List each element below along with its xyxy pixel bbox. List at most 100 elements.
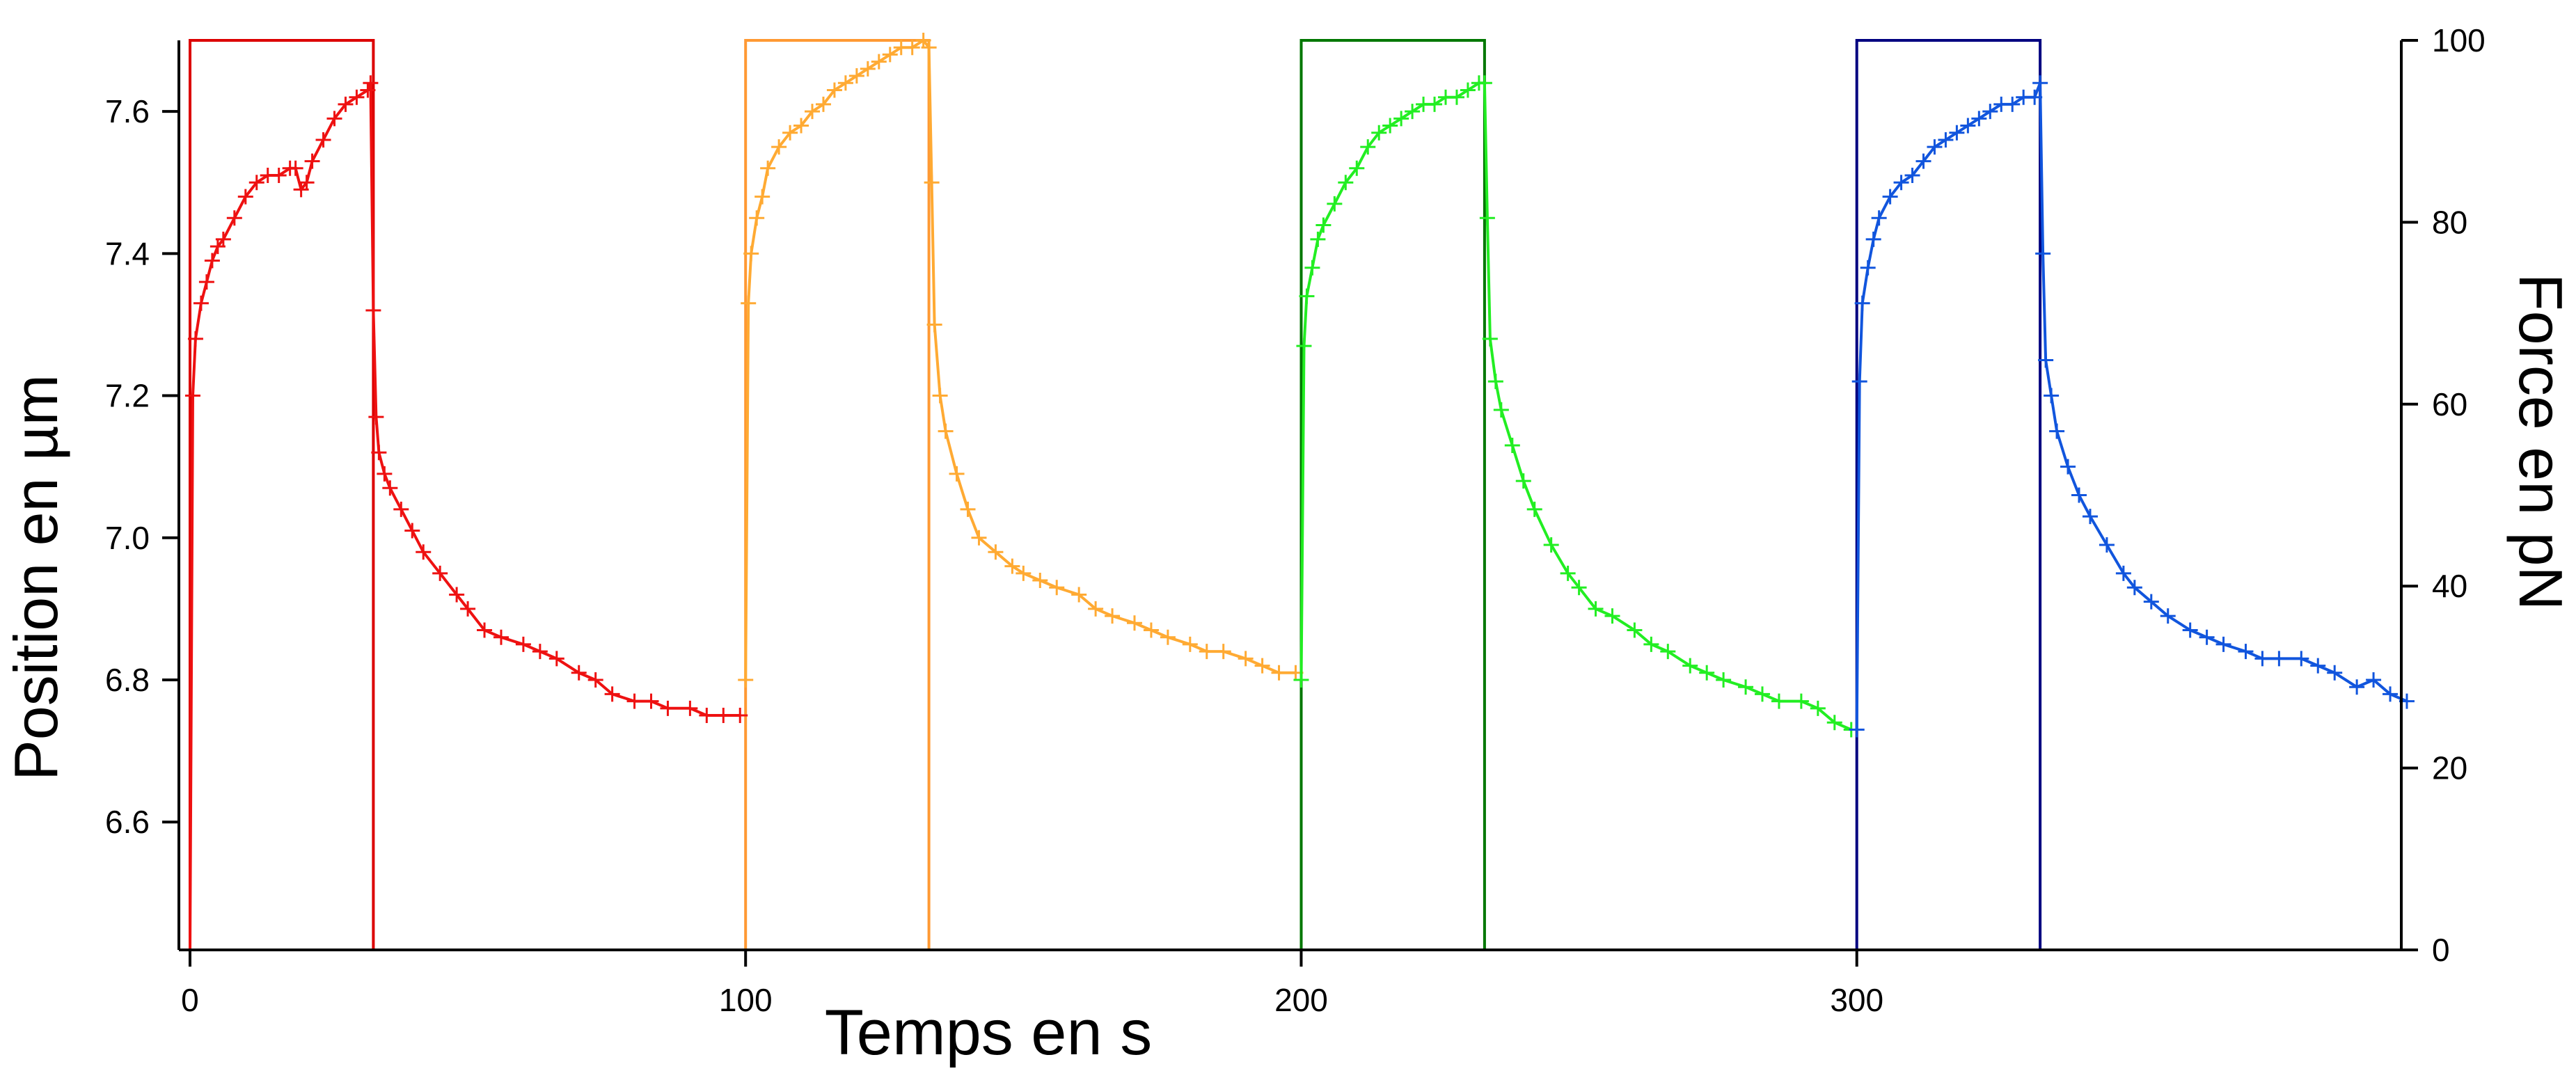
position-point [368, 409, 384, 425]
ticks-layer: 0 100 200 300 6.6 6.8 7.0 7.2 7.4 7.6 0 20 40 60 80 100 [105, 22, 2486, 1018]
position-point [2366, 672, 2382, 688]
position-point [349, 89, 365, 105]
y-left-tick-label: 6.6 [105, 804, 150, 840]
position-point [1088, 601, 1104, 617]
position-point [1427, 96, 1443, 112]
position-point [716, 708, 732, 724]
x-tick-label: 0 [181, 982, 199, 1018]
position-point [2071, 487, 2087, 503]
position-point [1293, 672, 1309, 688]
position-point [971, 530, 987, 546]
position-point [604, 686, 620, 702]
position-point [924, 175, 940, 191]
position-point [660, 700, 676, 716]
position-point [393, 501, 409, 517]
position-point [1604, 608, 1620, 624]
position-point [1304, 260, 1320, 276]
position-point [743, 246, 759, 262]
position-point [571, 665, 587, 681]
position-point [2254, 651, 2270, 667]
position-point [1199, 644, 1215, 660]
position-point [2027, 89, 2043, 105]
position-point [732, 708, 748, 724]
position-series-4 [1855, 82, 2408, 730]
position-point [1893, 175, 1909, 191]
position-point [1860, 260, 1876, 276]
position-point [1296, 338, 1312, 354]
position-point [326, 111, 342, 127]
position-point [1627, 622, 1643, 638]
position-point [1460, 82, 1476, 98]
position-point [949, 466, 965, 482]
position-point [1071, 587, 1087, 603]
position-point [1360, 139, 1376, 155]
y-left-tick-label: 7.4 [105, 235, 150, 271]
position-point [2349, 679, 2365, 695]
position-point [2383, 686, 2399, 702]
position-point [2215, 636, 2231, 652]
position-point [926, 317, 942, 333]
position-point [360, 82, 376, 98]
position-point [2005, 96, 2021, 112]
position-point [2082, 509, 2098, 525]
x-tick-label: 100 [719, 982, 773, 1018]
position-point [1493, 402, 1509, 418]
position-point [871, 54, 887, 70]
position-point [299, 175, 315, 191]
position-point [2115, 565, 2131, 581]
position-point [460, 601, 476, 617]
position-point [371, 445, 387, 461]
position-point [815, 96, 831, 112]
position-point [2199, 629, 2215, 645]
position-point [215, 231, 231, 247]
position-point [1105, 608, 1121, 624]
force-series-4 [1855, 39, 2407, 951]
position-point [1405, 104, 1421, 120]
position-point [1310, 231, 1326, 247]
position-point [754, 189, 771, 205]
axes-layer [177, 40, 2403, 951]
position-point [2310, 658, 2326, 674]
position-point [1851, 374, 1867, 390]
position-point [882, 47, 898, 63]
position-point [2060, 459, 2076, 475]
position-point [2327, 665, 2343, 681]
position-point [782, 125, 798, 141]
position-point [1971, 111, 1987, 127]
position-point [1949, 125, 1965, 141]
force-series-3 [1299, 39, 1851, 951]
position-point [2271, 651, 2287, 667]
position-point [1515, 473, 1531, 489]
position-series-1 [189, 82, 741, 951]
position-point [1682, 658, 1698, 674]
position-point [805, 104, 821, 120]
position-point [1810, 700, 1826, 716]
position-point [1699, 665, 1715, 681]
y-left-tick-label: 7.2 [105, 378, 150, 414]
position-point [749, 210, 765, 226]
x-axis-title: Temps en s [825, 997, 1152, 1068]
position-point [1338, 175, 1354, 191]
position-point [1143, 622, 1159, 638]
position-point [2035, 246, 2051, 262]
position-point [1504, 438, 1520, 454]
position-point [760, 160, 776, 176]
position-point [477, 622, 493, 638]
x-tick-label: 200 [1274, 982, 1328, 1018]
position-point [449, 587, 465, 603]
position-point [1793, 693, 1809, 709]
position-point [1849, 722, 1865, 738]
position-point [1382, 118, 1398, 134]
y-left-tick-label: 7.0 [105, 520, 150, 556]
position-point [1738, 679, 1754, 695]
y-right-tick-label: 100 [2432, 22, 2486, 58]
position-point [198, 274, 214, 290]
position-point [532, 644, 548, 660]
force-series-1 [189, 39, 741, 951]
position-point [1393, 111, 1409, 127]
y-left-axis-title: Position en µm [1, 374, 70, 781]
position-point [416, 544, 432, 560]
position-point [1479, 210, 1495, 226]
